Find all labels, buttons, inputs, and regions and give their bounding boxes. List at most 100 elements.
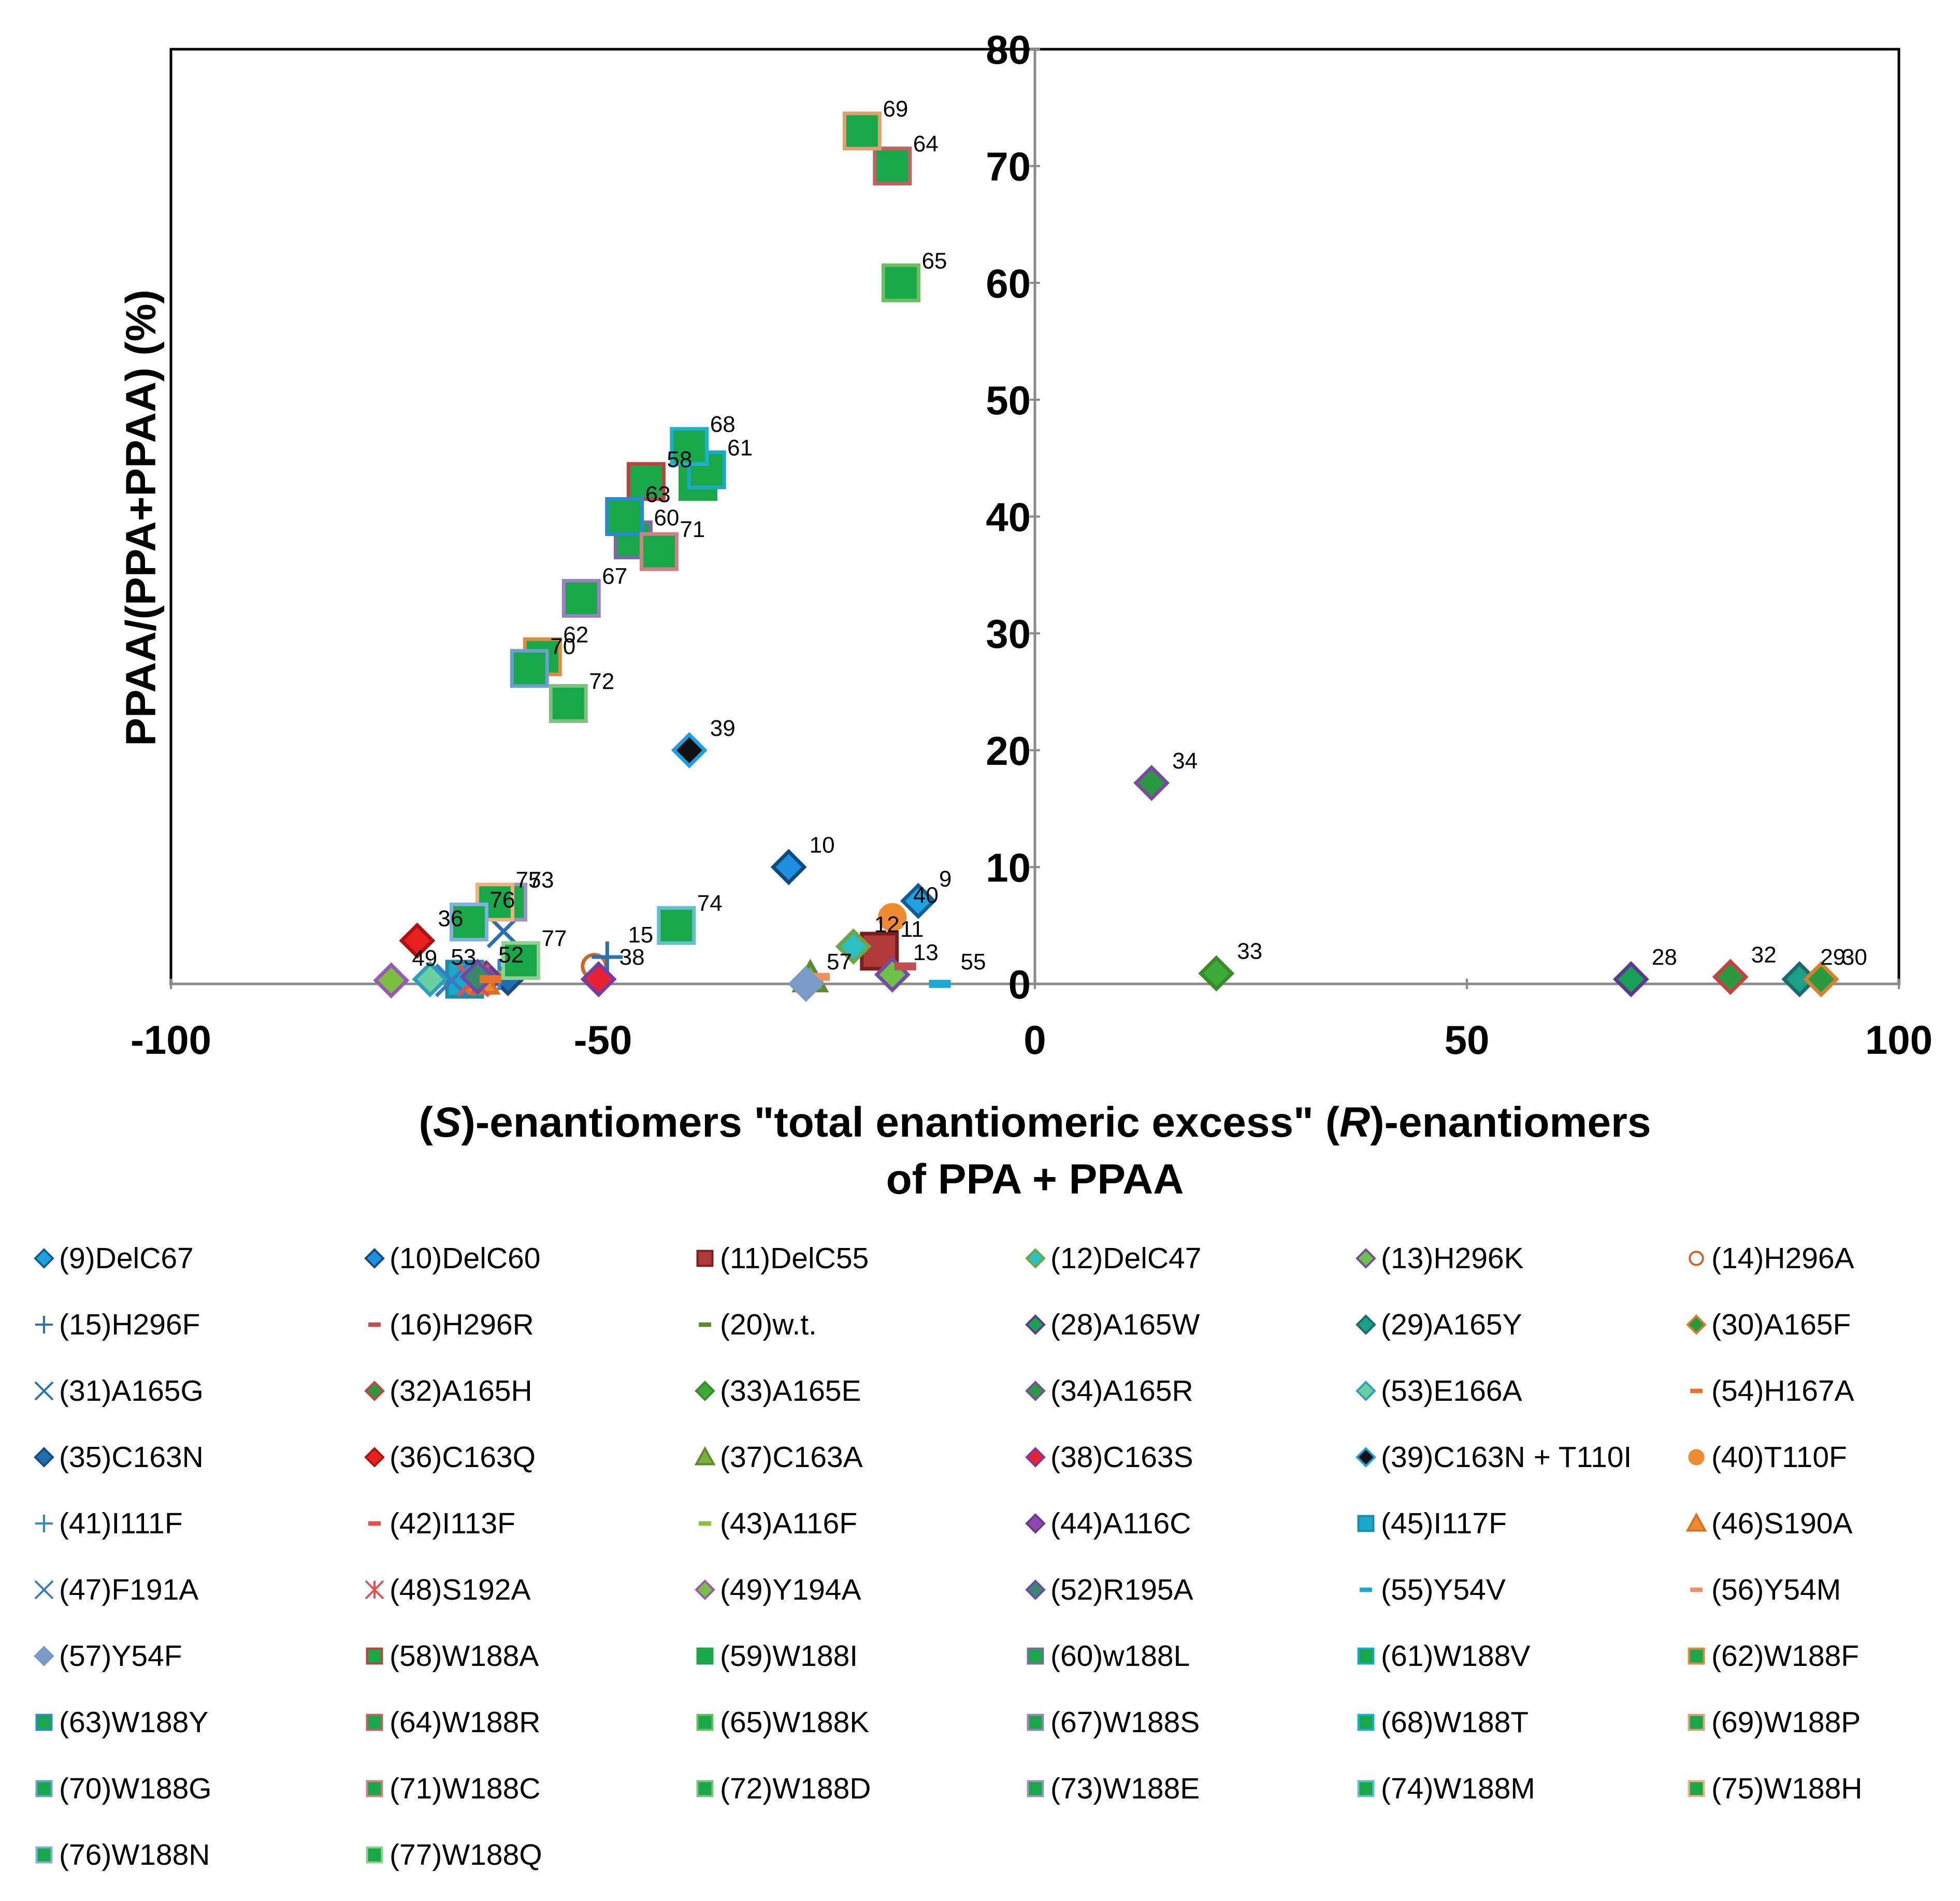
legend-marker-icon (1356, 1314, 1376, 1335)
legend-marker-icon (34, 1646, 54, 1666)
legend-label: (68)W188T (1381, 1706, 1529, 1739)
data-label-39: 39 (710, 716, 736, 741)
data-point-64 (873, 147, 912, 186)
legend-item-15: (15)H296F (31, 1294, 200, 1356)
legend-label: (73)W188E (1050, 1772, 1200, 1805)
data-label-10: 10 (810, 832, 835, 858)
legend-item-16: (16)H296R (362, 1294, 534, 1356)
y-tick-label: 20 (986, 728, 1031, 774)
legend-marker-icon (35, 1780, 53, 1797)
legend-marker-icon (699, 1521, 711, 1526)
legend-marker-icon (1688, 1449, 1705, 1465)
legend-marker-icon (1356, 1248, 1376, 1269)
data-label-29: 29 (1820, 945, 1846, 970)
data-label-32: 32 (1751, 942, 1777, 967)
y-tick-label: 80 (986, 27, 1031, 72)
y-tick-label: 10 (986, 845, 1031, 890)
legend-item-20: (20)w.t. (692, 1294, 817, 1356)
legend-label: (56)Y54M (1711, 1573, 1841, 1606)
legend-label: (74)W188M (1381, 1772, 1535, 1805)
data-point-71 (639, 532, 679, 571)
legend-marker-icon (366, 1846, 383, 1864)
legend-item-34: (34)A165R (1022, 1360, 1193, 1422)
x-axis-label-part-italic: S (433, 1099, 462, 1146)
data-label-60: 60 (654, 505, 679, 531)
legend-item-36: (36)C163Q (362, 1426, 536, 1488)
legend-marker-icon (695, 1381, 715, 1401)
data-label-73: 73 (529, 867, 554, 893)
legend-label: (13)H296K (1381, 1242, 1524, 1275)
legend-marker-icon (366, 1714, 383, 1731)
legend-item-59: (59)W188I (692, 1625, 858, 1687)
legend-item-31: (31)A165G (31, 1360, 204, 1422)
data-label-71: 71 (680, 517, 705, 542)
legend-marker-icon (34, 1248, 54, 1269)
legend-marker-icon (365, 1580, 384, 1600)
y-tick-label: 70 (986, 144, 1031, 190)
legend-marker-icon (364, 1381, 385, 1401)
data-point-30 (1803, 961, 1839, 997)
legend-label: (44)A116C (1050, 1507, 1191, 1540)
data-label-11: 11 (900, 917, 924, 942)
legend-item-35: (35)C163N (31, 1426, 204, 1488)
legend-label: (20)w.t. (720, 1308, 817, 1341)
data-point-12 (835, 928, 872, 965)
data-label-40: 40 (913, 882, 939, 908)
legend-item-57: (57)Y54F (31, 1625, 182, 1687)
legend-label: (10)DelC60 (390, 1242, 541, 1275)
legend-item-52: (52)R195A (1022, 1559, 1193, 1621)
legend-label: (40)T110F (1711, 1441, 1847, 1474)
legend-label: (52)R195A (1050, 1573, 1193, 1606)
legend-marker-icon (34, 1580, 54, 1600)
legend-label: (29)A165Y (1381, 1308, 1522, 1341)
data-point-57 (788, 966, 824, 1002)
legend-marker-icon (35, 1714, 53, 1731)
data-label-68: 68 (710, 412, 736, 437)
legend-label: (76)W188N (59, 1838, 210, 1871)
legend-marker-icon (699, 1322, 711, 1327)
y-axis-ticks: 0 10 20 30 40 50 60 70 80 (986, 27, 1040, 1007)
legend-item-53: (53)E166A (1353, 1360, 1522, 1422)
data-point-40 (878, 903, 907, 932)
legend-item-48: (48)S192A (362, 1559, 531, 1621)
y-tick-label: 0 (1008, 962, 1031, 1007)
legend-item-11: (11)DelC55 (692, 1227, 869, 1289)
legend-item-63: (63)W188Y (31, 1691, 208, 1753)
legend-label: (16)H296R (390, 1308, 534, 1341)
data-point-69 (842, 111, 882, 151)
data-point-15 (592, 941, 623, 973)
legend-label: (53)E166A (1381, 1374, 1522, 1407)
data-label-74: 74 (697, 891, 723, 916)
legend-marker-icon (35, 1846, 53, 1864)
data-point-39 (671, 732, 708, 768)
data-label-36: 36 (438, 906, 463, 932)
legend-item-60: (60)w188L (1022, 1625, 1190, 1687)
legend-label: (48)S192A (390, 1573, 531, 1606)
legend-label: (55)Y54V (1381, 1573, 1506, 1606)
legend-item-37: (37)C163A (692, 1426, 863, 1488)
legend-label: (38)C163S (1050, 1441, 1193, 1474)
data-point-36 (399, 922, 436, 959)
legend-item-62: (62)W188F (1683, 1625, 1859, 1687)
legend-label: (39)C163N + T110I (1381, 1441, 1632, 1474)
y-tick-label: 40 (986, 495, 1031, 540)
legend-item-39: (39)C163N + T110I (1353, 1426, 1632, 1488)
legend-item-33: (33)A165E (692, 1360, 861, 1422)
data-label-12: 12 (874, 912, 900, 937)
legend-label: (69)W188P (1711, 1706, 1861, 1739)
legend-marker-icon (1686, 1314, 1707, 1335)
data-label-67: 67 (602, 563, 627, 589)
legend-item-74: (74)W188M (1353, 1758, 1535, 1820)
legend-item-64: (64)W188R (362, 1691, 540, 1753)
data-label-75: 75 (516, 867, 541, 893)
legend-item-68: (68)W188T (1353, 1691, 1529, 1753)
legend-item-44: (44)A116C (1022, 1492, 1191, 1555)
legend-label: (67)W188S (1050, 1706, 1200, 1739)
legend-item-45: (45)I117F (1353, 1492, 1507, 1555)
legend-label: (41)I111F (59, 1507, 183, 1540)
legend-marker-icon (364, 1248, 385, 1269)
legend-marker-icon (35, 1515, 53, 1532)
x-axis-label-line2: of PPA + PPAA (886, 1156, 1184, 1203)
y-tick-label: 30 (986, 611, 1031, 657)
legend-item-14: (14)H296A (1683, 1227, 1854, 1289)
